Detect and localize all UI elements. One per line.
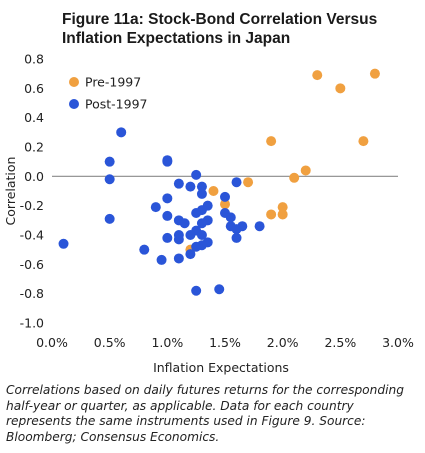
point-post-1997: [116, 127, 127, 138]
point-post-1997: [185, 230, 196, 240]
y-tick-label: 0.2: [24, 140, 44, 155]
point-pre-1997: [208, 186, 219, 196]
point-post-1997: [150, 202, 161, 213]
x-tick-label: 1.5%: [209, 335, 241, 350]
point-pre-1997: [220, 199, 230, 210]
x-tick-label: 2.5%: [324, 335, 356, 350]
x-tick-label: 2.0%: [267, 335, 299, 350]
point-post-1997: [139, 244, 150, 255]
point-post-1997: [162, 156, 173, 167]
point-post-1997: [162, 232, 173, 243]
point-post-1997: [173, 253, 184, 264]
y-tick-label: -1.0: [20, 316, 44, 331]
point-post-1997: [196, 218, 207, 229]
legend-marker: [69, 99, 79, 109]
point-post-1997: [231, 224, 242, 235]
point-post-1997: [185, 181, 196, 192]
point-post-1997: [162, 193, 173, 204]
point-pre-1997: [266, 136, 277, 147]
legend: Pre-1997 Post-1997: [69, 75, 147, 112]
x-tick-label: 1.0%: [151, 335, 183, 350]
point-post-1997: [58, 238, 69, 249]
point-post-1997: [185, 249, 196, 260]
point-pre-1997: [335, 83, 346, 94]
point-pre-1997: [300, 165, 311, 176]
data-points: [58, 68, 380, 296]
point-pre-1997: [277, 209, 288, 220]
point-pre-1997: [266, 209, 277, 220]
point-post-1997: [191, 241, 202, 252]
point-pre-1997: [289, 172, 300, 183]
point-post-1997: [156, 254, 167, 265]
x-tick-label: 0.0%: [36, 335, 68, 350]
point-post-1997: [104, 156, 115, 167]
x-tick-label: 3.0%: [382, 335, 414, 350]
y-tick-label: -0.4: [20, 228, 44, 243]
y-tick-label: 0.0: [24, 169, 44, 184]
point-post-1997: [191, 285, 202, 296]
point-post-1997: [225, 212, 236, 223]
y-tick-label: 0.4: [24, 110, 44, 125]
point-post-1997: [104, 174, 115, 185]
point-post-1997: [196, 188, 207, 199]
point-post-1997: [179, 218, 190, 229]
point-post-1997: [191, 169, 202, 180]
legend-label: Post-1997: [85, 97, 147, 112]
scatter-chart: 0.8 0.6 0.4 0.2 0.0 -0.2 -0.4 -0.6 -0.8 -1.0 0.0%…: [3, 52, 414, 376]
y-axis-label: Correlation: [3, 157, 18, 226]
x-tick-label: 0.5%: [94, 335, 126, 350]
point-post-1997: [231, 177, 242, 188]
point-pre-1997: [358, 136, 369, 147]
y-tick-label: 0.6: [24, 81, 44, 96]
legend-marker: [69, 77, 79, 87]
point-post-1997: [231, 232, 242, 243]
chart-caption: Correlations based on daily futures retu…: [6, 383, 404, 444]
point-pre-1997: [277, 202, 288, 213]
x-axis-label: Inflation Expectations: [153, 360, 289, 375]
point-post-1997: [173, 178, 184, 189]
y-tick-label: -0.2: [20, 198, 44, 213]
point-post-1997: [196, 181, 207, 192]
point-pre-1997: [312, 70, 323, 81]
point-post-1997: [196, 230, 207, 240]
point-post-1997: [254, 221, 265, 232]
point-post-1997: [162, 210, 173, 221]
y-tick-label: -0.8: [20, 286, 44, 301]
point-post-1997: [173, 234, 184, 245]
point-post-1997: [191, 208, 202, 218]
x-axis-ticks: 0.0% 0.5% 1.0% 1.5% 2.0% 2.5% 3.0%: [36, 335, 414, 350]
point-post-1997: [220, 191, 230, 202]
point-post-1997: [214, 284, 225, 295]
point-pre-1997: [243, 177, 254, 188]
y-axis-ticks: 0.8 0.6 0.4 0.2 0.0 -0.2 -0.4 -0.6 -0.8 -1.0: [20, 52, 44, 331]
chart-title: Figure 11a: Stock-Bond Correlation Versu…: [62, 11, 378, 47]
legend-label: Pre-1997: [85, 75, 141, 90]
y-tick-label: 0.8: [24, 52, 44, 67]
point-post-1997: [104, 213, 115, 224]
y-tick-label: -0.6: [20, 257, 44, 272]
point-pre-1997: [369, 68, 380, 79]
